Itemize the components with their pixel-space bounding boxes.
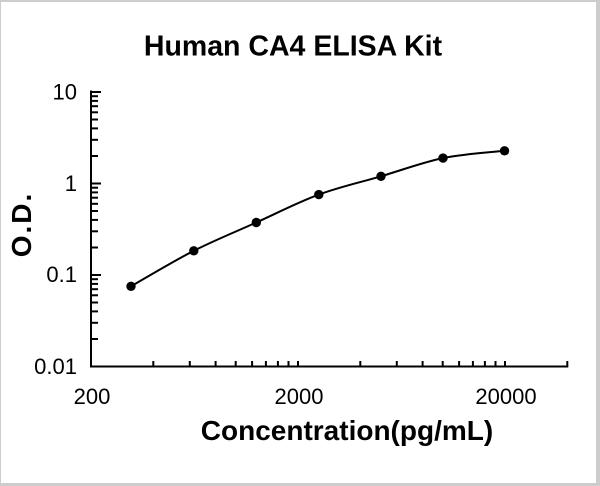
svg-text:2000: 2000 — [275, 384, 324, 409]
svg-text:200: 200 — [74, 384, 111, 409]
svg-text:Concentration(pg/mL): Concentration(pg/mL) — [201, 415, 493, 446]
svg-text:0.1: 0.1 — [46, 262, 77, 287]
svg-text:Human CA4 ELISA Kit: Human CA4 ELISA Kit — [144, 31, 443, 63]
svg-text:1: 1 — [65, 171, 77, 196]
svg-text:20000: 20000 — [475, 384, 536, 409]
svg-text:O.D.: O.D. — [6, 192, 37, 258]
svg-text:0.01: 0.01 — [34, 354, 77, 379]
svg-text:10: 10 — [53, 80, 77, 105]
